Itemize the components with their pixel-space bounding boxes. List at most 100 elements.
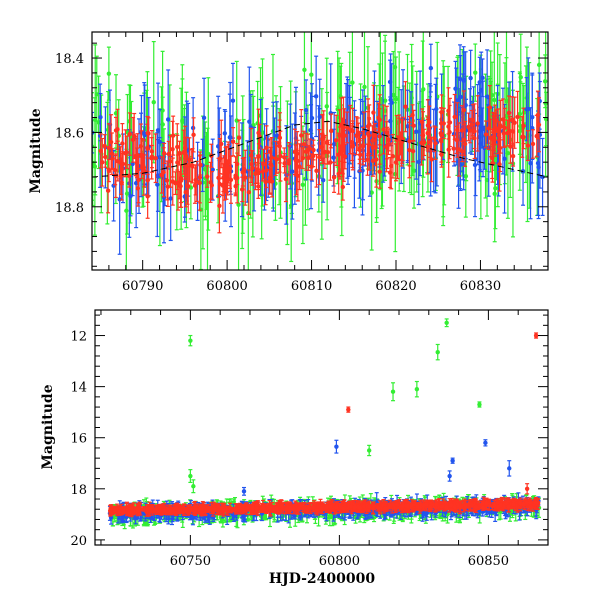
top-point-0: [249, 150, 254, 179]
bottom-point-0: [154, 504, 159, 516]
top-point-0: [328, 144, 333, 181]
top-point-0: [267, 138, 273, 166]
bottom-point-0: [349, 500, 354, 513]
top-point-2: [302, 32, 307, 124]
bottom-point-0: [221, 504, 226, 517]
top-point-0: [286, 142, 292, 185]
bottom-outlier-point: [450, 457, 455, 464]
bottom-point-0: [141, 506, 146, 512]
bottom-point-0: [455, 500, 460, 510]
bottom-point-0: [469, 502, 475, 508]
top-point-2: [206, 77, 211, 231]
bottom-ylabel: Magnitude: [40, 384, 56, 469]
top-point-0: [297, 143, 302, 191]
top-point-0: [520, 116, 525, 158]
top-point-0: [149, 144, 155, 169]
top-point-1: [258, 98, 263, 196]
bottom-point-0: [463, 499, 468, 512]
top-point-1: [313, 55, 319, 138]
top-point-0: [331, 161, 337, 193]
bottom-point-0: [521, 499, 526, 509]
top-point-0: [217, 137, 223, 179]
top-point-0: [264, 152, 269, 189]
top-point-0: [220, 157, 226, 214]
top-point-0: [370, 144, 376, 177]
top-point-0: [145, 173, 150, 219]
top-x-tick-label: 60810: [291, 279, 332, 294]
top-point-1: [468, 49, 473, 107]
top-point-0: [119, 164, 124, 201]
bottom-point-0: [415, 502, 421, 511]
top-point-0: [341, 96, 346, 152]
top-point-0: [208, 161, 213, 203]
bottom-point-0: [233, 503, 238, 514]
top-point-0: [515, 90, 520, 144]
bottom-point-0: [250, 504, 255, 513]
top-point-0: [390, 133, 396, 179]
bottom-point-0: [306, 502, 312, 513]
top-point-0: [170, 157, 175, 206]
top-point-0: [376, 102, 381, 134]
top-point-0: [536, 97, 542, 153]
bottom-outlier-point: [188, 469, 193, 484]
bottom-point-0: [162, 506, 167, 515]
bottom-point-0: [443, 504, 449, 511]
bottom-point-0: [428, 501, 433, 513]
top-point-0: [190, 147, 195, 184]
bottom-point-0: [473, 501, 479, 514]
top-point-2: [393, 56, 399, 142]
top-ticks: 60790 60800 60810 60820 60830 18.4 18.6 18.8: [55, 32, 549, 294]
bottom-point-0: [244, 504, 250, 511]
bottom-point-0: [216, 503, 221, 510]
top-point-0: [336, 152, 341, 195]
bottom-point-0: [168, 506, 173, 516]
top-point-0: [455, 102, 460, 158]
top-point-0: [505, 119, 510, 147]
bottom-point-0: [268, 505, 273, 512]
top-point-0: [397, 114, 402, 162]
top-point-0: [381, 104, 386, 155]
top-point-0: [230, 127, 236, 157]
top-point-0: [226, 143, 231, 179]
bottom-y-tick-label: 18: [70, 483, 87, 498]
top-point-1: [155, 132, 160, 238]
top-point-1: [477, 56, 482, 108]
bottom-point-0: [533, 496, 539, 509]
top-point-1: [528, 107, 533, 220]
bottom-outlier-point: [483, 439, 488, 447]
top-point-0: [320, 114, 325, 155]
top-model-curve: [92, 120, 548, 178]
top-point-0: [439, 141, 444, 168]
top-point-0: [452, 93, 457, 140]
bottom-data-points: [107, 318, 542, 530]
bottom-outlier-point: [444, 318, 449, 328]
top-point-2: [151, 40, 156, 164]
top-point-0: [466, 112, 471, 142]
top-point-0: [348, 104, 353, 155]
top-point-0: [501, 119, 507, 148]
bottom-y-tick-label: 14: [70, 381, 87, 396]
bottom-point-0: [254, 505, 259, 511]
bottom-point-0: [452, 501, 457, 513]
top-point-0: [182, 125, 188, 180]
bottom-outlier-point: [447, 470, 452, 482]
top-point-0: [462, 120, 468, 167]
bottom-point-0: [279, 499, 284, 511]
top-point-0: [276, 126, 282, 160]
bottom-point-0: [177, 505, 183, 514]
top-point-0: [133, 136, 138, 177]
bottom-point-0: [212, 506, 217, 513]
top-panel: 60790 60800 60810 60820 60830 18.4 18.6 18.8 Ma…: [28, 31, 549, 294]
top-point-0: [425, 116, 430, 150]
top-point-0: [403, 81, 408, 133]
top-point-0: [191, 117, 196, 153]
top-point-0: [136, 156, 141, 204]
top-point-0: [246, 169, 252, 216]
bottom-y-tick-label: 20: [70, 534, 87, 549]
top-point-0: [305, 133, 311, 166]
top-point-0: [419, 119, 424, 166]
top-point-0: [340, 173, 346, 201]
top-point-0: [441, 107, 446, 140]
top-point-0: [126, 164, 132, 188]
top-point-0: [530, 129, 536, 159]
